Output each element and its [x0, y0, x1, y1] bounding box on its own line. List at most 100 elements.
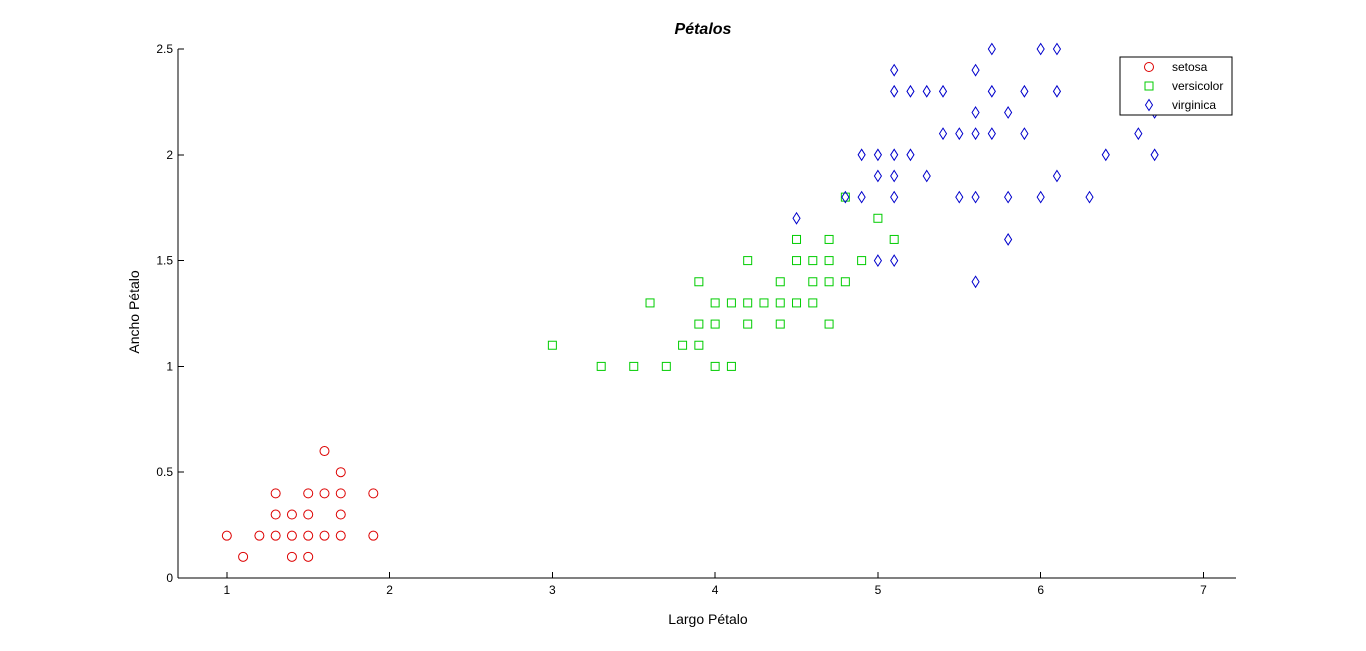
setosa-point — [303, 488, 314, 499]
legend-marker-versicolor — [1144, 81, 1154, 91]
x-tick-label: 2 — [386, 583, 393, 597]
virginica-point — [987, 84, 996, 98]
legend-label-virginica: virginica — [1172, 98, 1216, 112]
virginica-point — [1052, 169, 1062, 183]
setosa-point — [335, 467, 346, 478]
virginica-point — [890, 63, 899, 77]
versicolor-point — [840, 277, 850, 287]
x-tick-label: 1 — [223, 583, 230, 597]
setosa-point — [221, 530, 232, 541]
versicolor-point — [743, 298, 753, 308]
x-tick-label: 4 — [712, 583, 719, 597]
legend-marker-virginica — [1144, 98, 1154, 112]
setosa-point — [335, 509, 346, 520]
x-tick-label: 6 — [1037, 583, 1044, 597]
virginica-point — [1036, 42, 1045, 56]
versicolor-point — [629, 361, 639, 371]
y-tick-label: 0.5 — [156, 465, 173, 479]
virginica-point — [1052, 84, 1062, 98]
versicolor-point — [710, 319, 720, 329]
setosa-point — [270, 530, 281, 541]
virginica-point — [890, 190, 899, 204]
versicolor-point — [808, 298, 818, 308]
virginica-point — [938, 84, 948, 98]
setosa-point — [254, 530, 265, 541]
virginica-point — [938, 127, 948, 141]
versicolor-point — [759, 298, 769, 308]
versicolor-point — [596, 361, 606, 371]
setosa-point — [319, 446, 330, 457]
setosa-point — [335, 488, 346, 499]
setosa-point — [319, 530, 330, 541]
virginica-point — [987, 127, 996, 141]
versicolor-point — [743, 256, 753, 266]
virginica-point — [971, 275, 980, 289]
virginica-point — [971, 190, 980, 204]
y-tick-label: 1.5 — [156, 254, 173, 268]
versicolor-point — [808, 256, 818, 266]
versicolor-point — [710, 298, 720, 308]
versicolor-point — [824, 256, 834, 266]
virginica-point — [971, 106, 980, 119]
versicolor-point — [547, 340, 557, 350]
chart-title: Pétalos — [675, 21, 732, 38]
virginica-point — [857, 190, 866, 204]
axes: 1 2 3 4 5 6 7 0 0.5 1 1.5 2 2.5 — [156, 42, 1236, 597]
setosa-point — [270, 488, 281, 499]
virginica-point — [922, 84, 931, 98]
setosa-point — [368, 530, 379, 541]
versicolor-point — [645, 298, 655, 308]
versicolor-point — [710, 361, 720, 371]
versicolor-point — [775, 298, 785, 308]
versicolor-point — [792, 234, 802, 244]
versicolor-point — [824, 234, 834, 244]
virginica-point — [955, 127, 964, 141]
virginica-point — [971, 63, 980, 77]
legend-box — [1119, 56, 1233, 116]
setosa-point — [270, 509, 281, 520]
versicolor-point — [824, 277, 834, 287]
virginica-point — [890, 84, 899, 98]
virginica-point — [1004, 190, 1013, 204]
series-versicolor — [547, 192, 899, 371]
y-axis-title: Ancho Pétalo — [126, 270, 142, 353]
legend: setosa versicolor virginica — [1119, 56, 1233, 116]
versicolor-point — [743, 319, 753, 329]
y-tick-label: 2.5 — [156, 42, 173, 56]
versicolor-point — [792, 256, 802, 266]
virginica-point — [1004, 106, 1013, 119]
series-setosa — [221, 446, 379, 562]
x-tick-label: 7 — [1200, 583, 1207, 597]
virginica-point — [890, 169, 899, 183]
virginica-point — [857, 148, 866, 162]
versicolor-point — [824, 319, 834, 329]
setosa-point — [303, 509, 314, 520]
virginica-point — [841, 190, 850, 204]
versicolor-point — [726, 361, 736, 371]
x-axis-title: Largo Pétalo — [668, 611, 748, 627]
virginica-point — [906, 84, 915, 98]
virginica-point — [906, 148, 915, 162]
setosa-point — [303, 551, 314, 562]
legend-label-versicolor: versicolor — [1172, 79, 1223, 93]
setosa-point — [319, 488, 330, 499]
setosa-point — [303, 530, 314, 541]
versicolor-point — [694, 340, 704, 350]
virginica-point — [873, 148, 883, 162]
virginica-point — [987, 42, 996, 56]
versicolor-point — [808, 277, 818, 287]
virginica-point — [1020, 127, 1029, 141]
virginica-point — [971, 127, 980, 141]
versicolor-point — [873, 213, 883, 223]
x-tick-label: 3 — [549, 583, 556, 597]
x-tick-label: 5 — [875, 583, 882, 597]
virginica-point — [873, 169, 883, 183]
virginica-point — [792, 211, 801, 225]
setosa-point — [286, 551, 297, 562]
versicolor-point — [775, 277, 785, 287]
virginica-point — [1150, 148, 1159, 162]
virginica-point — [1036, 190, 1045, 204]
setosa-point — [286, 530, 297, 541]
virginica-point — [1134, 127, 1143, 141]
series-virginica — [792, 42, 1159, 289]
